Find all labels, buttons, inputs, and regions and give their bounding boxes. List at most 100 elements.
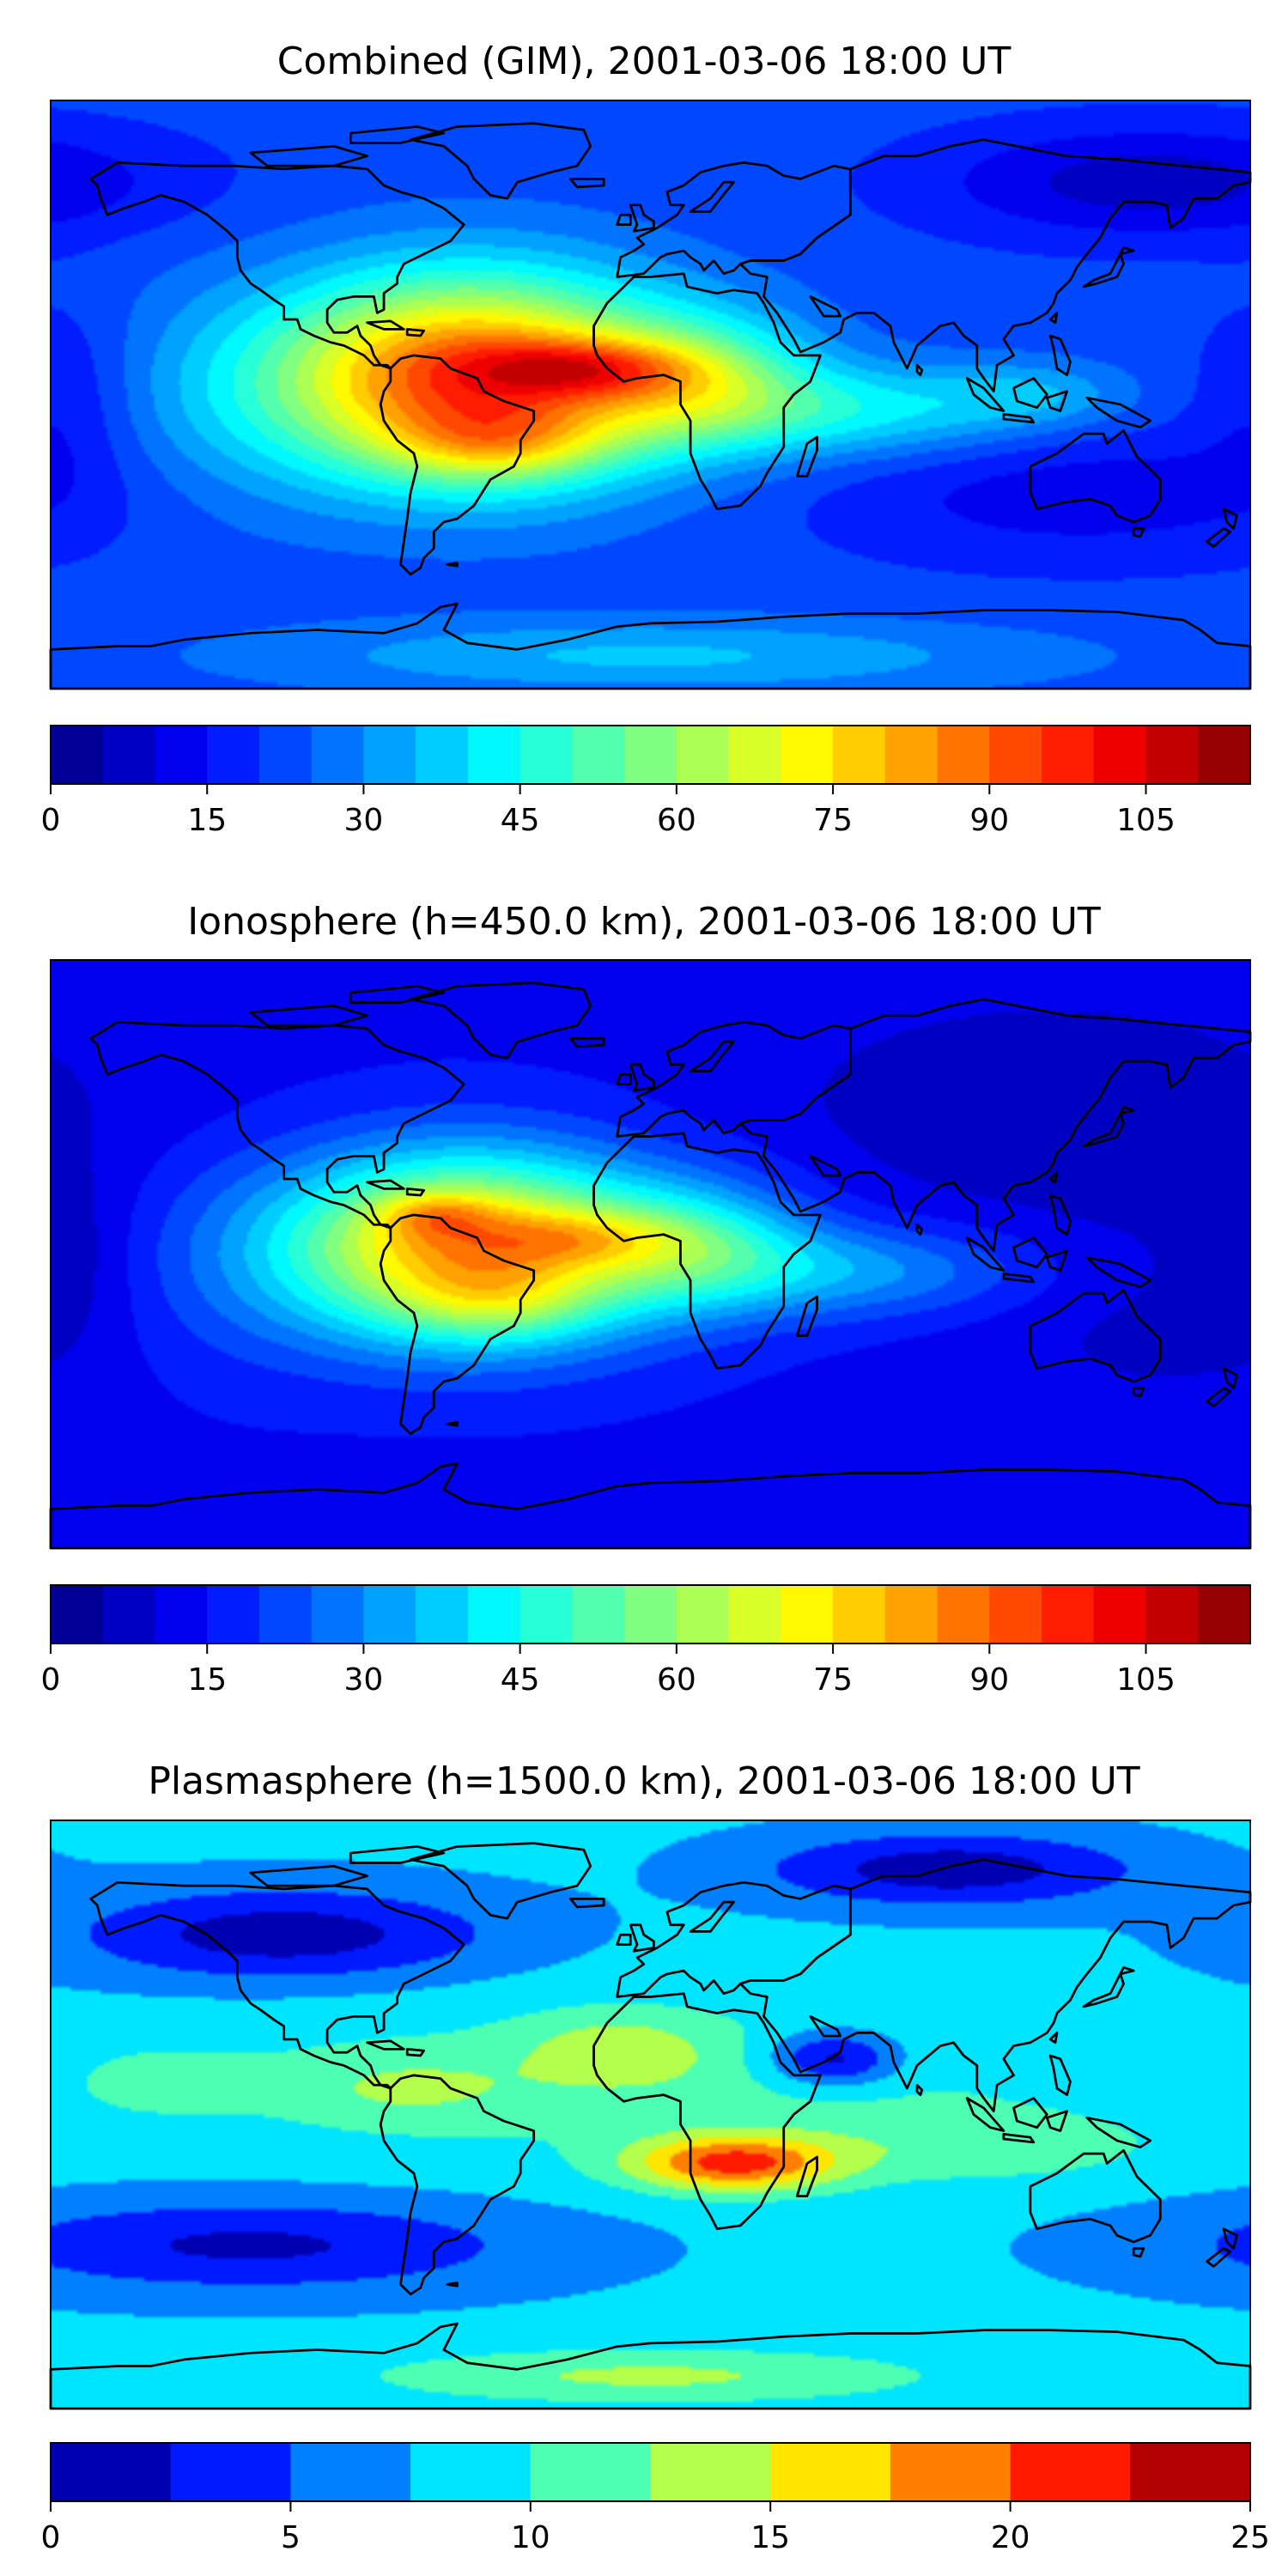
colorbar-segment: [1042, 1585, 1095, 1643]
colorbar-tick-label: 15: [750, 2520, 790, 2555]
colorbar-tick-label: 90: [969, 803, 1009, 838]
colorbar-segment: [410, 2443, 532, 2501]
colorbar-segment: [624, 1585, 677, 1643]
colorbar-segment: [890, 2443, 1012, 2501]
colorbar-tick-label: 15: [187, 1662, 227, 1698]
colorbar-tick-label: 90: [969, 1662, 1009, 1698]
colorbar-tick-label: 60: [657, 1662, 696, 1698]
colorbar-segment: [676, 726, 730, 784]
colorbar-tick-label: 45: [501, 1662, 540, 1698]
colorbar: 0 15 30 45 60 75 90 105: [41, 1584, 1251, 1698]
panel-ionosphere: Ionosphere (h=450.0 km), 2001-03-06 18:0…: [41, 900, 1252, 1698]
colorbar-segment: [102, 1585, 156, 1643]
colorbar: 0 5 10 15 20 25: [41, 2442, 1270, 2555]
colorbar-segment: [363, 1585, 416, 1643]
colorbar-segment: [155, 1585, 208, 1643]
colorbar-tick-label: 45: [501, 803, 540, 838]
colorbar-segment: [416, 726, 469, 784]
colorbar-tick-label: 105: [1116, 1662, 1176, 1698]
colorbar-segment: [650, 2443, 771, 2501]
colorbar-segment: [467, 726, 521, 784]
map-frame: [50, 959, 1251, 1549]
colorbar-segment: [676, 1585, 730, 1643]
colorbar-segment: [728, 726, 781, 784]
colorbar-segment: [989, 1585, 1042, 1643]
colorbar-tick-label: 30: [344, 1662, 384, 1698]
colorbar-tick-label: 105: [1116, 803, 1176, 838]
map-frame: [50, 1820, 1251, 2409]
colorbar-segment: [1093, 726, 1147, 784]
colorbar-segment: [207, 1585, 260, 1643]
colorbar-segment: [989, 726, 1042, 784]
colorbar-tick-label: 10: [511, 2520, 550, 2555]
colorbar-tick-label: 75: [813, 803, 853, 838]
map-area: [49, 100, 1252, 690]
colorbar-segment: [728, 1585, 781, 1643]
colorbar-segment: [311, 1585, 365, 1643]
colorbar-segment: [1010, 2443, 1131, 2501]
colorbar-segment: [363, 726, 416, 784]
colorbar-segment: [170, 2443, 291, 2501]
colorbar-segment: [290, 2443, 411, 2501]
panel-combined: Combined (GIM), 2001-03-06 18:00 UT 0 15 3…: [41, 39, 1252, 838]
tec-field: [51, 1820, 1250, 2409]
map-area: [49, 959, 1252, 1550]
colorbar-segment: [258, 1585, 313, 1643]
tec-field: [51, 960, 1250, 1548]
colorbar-segment: [530, 2443, 652, 2501]
colorbar-segment: [770, 2443, 891, 2501]
colorbar-segment: [1145, 726, 1199, 784]
colorbar-tick-label: 20: [991, 2520, 1030, 2555]
map-area: [49, 1820, 1252, 2410]
colorbar-segment: [1198, 1585, 1251, 1643]
colorbar-tick-label: 0: [41, 803, 61, 838]
colorbar-segment: [311, 726, 365, 784]
colorbar-segment: [1145, 1585, 1199, 1643]
colorbar-segment: [51, 1585, 104, 1643]
colorbar-segment: [51, 2443, 172, 2501]
colorbar-segment: [833, 1585, 886, 1643]
colorbar-segment: [519, 1585, 573, 1643]
colorbar-segment: [102, 726, 156, 784]
colorbar-segment: [937, 1585, 990, 1643]
colorbar-frame: [50, 725, 1251, 785]
colorbar-tick-label: 60: [657, 803, 696, 838]
colorbar-segment: [624, 726, 677, 784]
panel-plasmasphere: Plasmasphere (h=1500.0 km), 2001-03-06 1…: [41, 1759, 1270, 2555]
colorbar-segment: [1042, 726, 1095, 784]
colorbar-segment: [207, 726, 260, 784]
colorbar-tick-label: 15: [187, 803, 227, 838]
colorbar-segment: [884, 726, 939, 784]
colorbar-segment: [258, 726, 313, 784]
colorbar-frame: [50, 1584, 1251, 1644]
colorbar-segment: [467, 1585, 521, 1643]
colorbar-tick-label: 5: [281, 2520, 301, 2555]
colorbar-segment: [416, 1585, 469, 1643]
colorbar-segment: [781, 726, 834, 784]
colorbar-segment: [1093, 1585, 1147, 1643]
colorbar: 0 15 30 45 60 75 90 105: [41, 725, 1251, 838]
colorbar-segment: [519, 726, 573, 784]
colorbar-tick-label: 30: [344, 803, 384, 838]
colorbar-segment: [572, 726, 625, 784]
chart-title: Ionosphere (h=450.0 km), 2001-03-06 18:0…: [187, 900, 1101, 944]
chart-title: Combined (GIM), 2001-03-06 18:00 UT: [277, 39, 1012, 83]
colorbar-segment: [884, 1585, 939, 1643]
tec-field: [51, 100, 1250, 689]
colorbar-segment: [1130, 2443, 1251, 2501]
colorbar-segment: [1198, 726, 1251, 784]
colorbar-segment: [572, 1585, 625, 1643]
colorbar-tick-label: 25: [1230, 2520, 1270, 2555]
colorbar-segment: [51, 726, 104, 784]
colorbar-tick-label: 0: [41, 1662, 61, 1698]
map-frame: [50, 100, 1251, 690]
colorbar-tick-label: 0: [41, 2520, 61, 2555]
chart-title: Plasmasphere (h=1500.0 km), 2001-03-06 1…: [148, 1759, 1139, 1803]
colorbar-segment: [833, 726, 886, 784]
colorbar-frame: [50, 2442, 1251, 2502]
colorbar-tick-label: 75: [813, 1662, 853, 1698]
colorbar-segment: [781, 1585, 834, 1643]
colorbar-segment: [937, 726, 990, 784]
colorbar-segment: [155, 726, 208, 784]
